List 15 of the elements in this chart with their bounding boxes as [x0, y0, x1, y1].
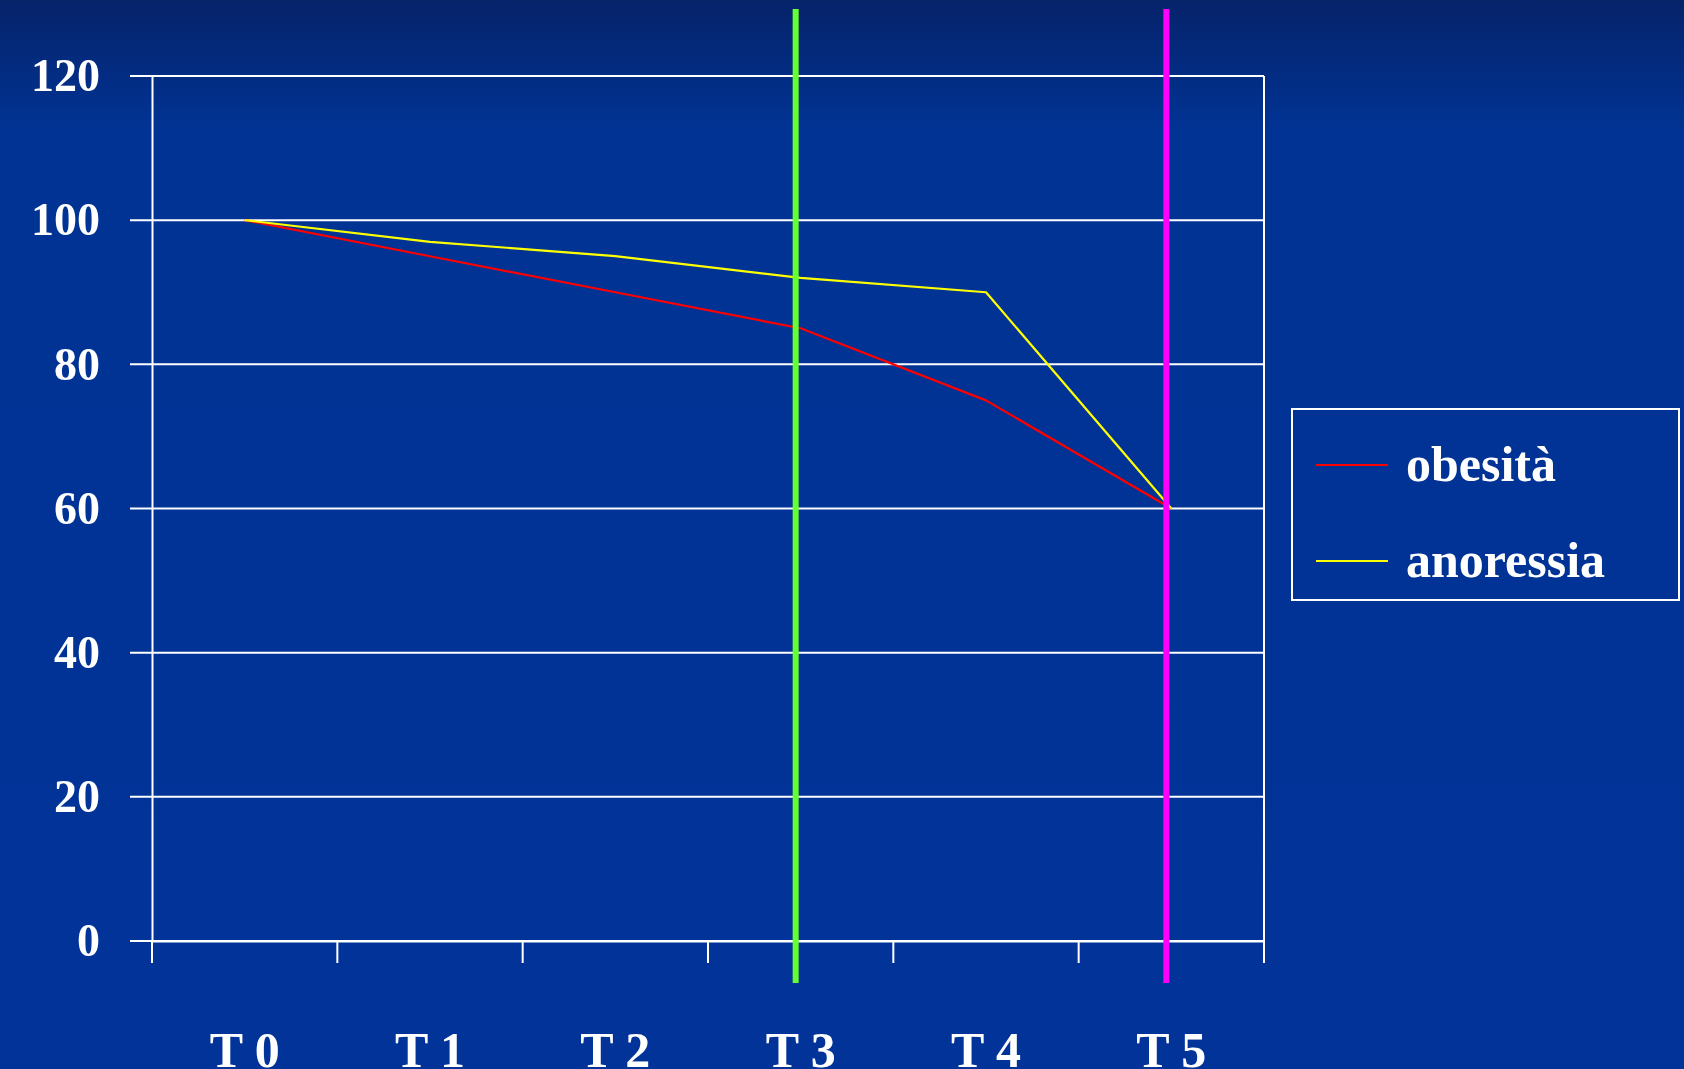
y-tick-label: 100 — [31, 194, 100, 246]
y-tick-label: 60 — [54, 482, 100, 534]
y-tick-label: 20 — [54, 771, 100, 823]
legend-label: anoressia — [1406, 532, 1606, 588]
y-tick-label: 0 — [77, 915, 100, 967]
y-tick-label: 80 — [54, 338, 100, 390]
x-tick-label: T 5 — [1136, 1021, 1207, 1069]
x-tick-label: T 0 — [209, 1021, 280, 1069]
legend-label: obesità — [1406, 436, 1556, 492]
y-tick-label: 40 — [54, 626, 100, 678]
x-tick-label: T 2 — [580, 1021, 651, 1069]
x-tick-label: T 4 — [951, 1021, 1021, 1069]
x-tick-label: T 1 — [395, 1021, 465, 1069]
x-tick-label: T 3 — [765, 1021, 836, 1069]
y-tick-label: 120 — [31, 50, 100, 102]
